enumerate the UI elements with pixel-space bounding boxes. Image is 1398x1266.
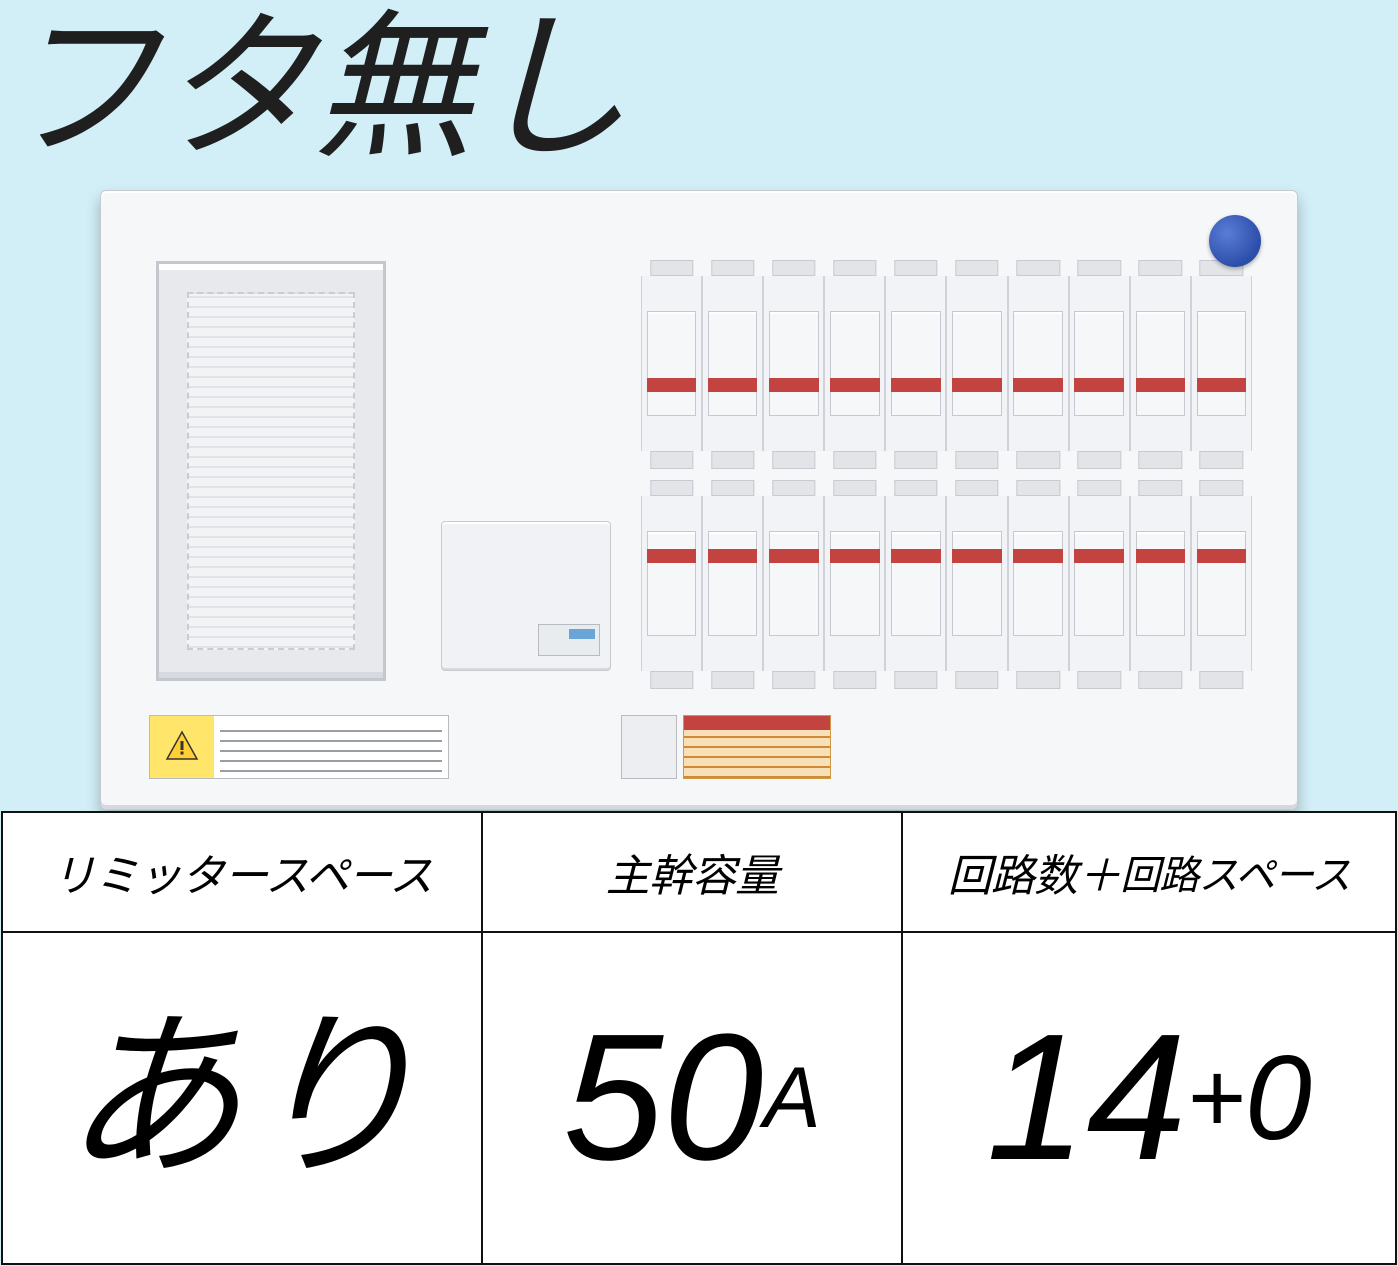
breaker <box>946 496 1007 671</box>
warning-label-left <box>149 715 449 779</box>
spec-value-circuits-plus: + <box>1187 1048 1245 1148</box>
limiter-space-slot <box>156 261 386 681</box>
spec-header-circuits-num: 回路数 <box>948 840 1077 904</box>
spec-value-circuits-extra: 0 <box>1245 1038 1312 1158</box>
card-title: フタ無し <box>0 8 627 168</box>
spec-header-circuits-plus: ＋ <box>1077 840 1120 904</box>
breaker-row-top <box>641 276 1252 451</box>
main-breaker <box>441 521 611 671</box>
spec-value-main-capacity-number: 50 <box>563 1008 763 1188</box>
breaker <box>1008 496 1069 671</box>
breaker <box>763 276 824 451</box>
brand-badge-icon <box>1209 215 1261 267</box>
breaker <box>1069 276 1130 451</box>
breaker <box>946 276 1007 451</box>
breaker <box>763 496 824 671</box>
spec-value-limiter-space: あり <box>1 931 483 1265</box>
main-breaker-label <box>538 624 600 656</box>
breaker <box>885 276 946 451</box>
spec-header-limiter-space: リミッタースペース <box>1 811 483 933</box>
spec-table: リミッタースペース 主幹容量 回路数＋回路スペース あり 50A 14+0 <box>2 812 1396 1264</box>
breaker <box>1008 276 1069 451</box>
spec-header-circuits: 回路数＋回路スペース <box>901 811 1397 933</box>
breaker <box>824 496 885 671</box>
breaker <box>1130 276 1191 451</box>
breaker <box>824 276 885 451</box>
spec-value-main-capacity-unit: A <box>763 1055 820 1141</box>
breaker <box>702 496 763 671</box>
distribution-panel <box>100 190 1298 810</box>
product-image <box>100 190 1298 810</box>
spec-header-main-capacity: 主幹容量 <box>481 811 903 933</box>
warning-triangle-icon <box>150 716 214 778</box>
warning-label-center <box>621 715 831 779</box>
spec-value-main-capacity: 50A <box>481 931 903 1265</box>
breaker <box>1130 496 1191 671</box>
breaker <box>641 276 702 451</box>
breaker <box>1191 276 1252 451</box>
spec-value-circuits: 14+0 <box>901 931 1397 1265</box>
warning-red-label <box>683 715 831 779</box>
breaker <box>702 276 763 451</box>
breaker <box>885 496 946 671</box>
breaker <box>641 496 702 671</box>
product-card: フタ無し <box>0 0 1398 1266</box>
breaker <box>1191 496 1252 671</box>
spec-header-circuits-space: 回路スペース <box>1120 843 1350 901</box>
spec-value-circuits-number: 14 <box>986 1008 1186 1188</box>
limiter-slot-inner <box>187 292 355 650</box>
breaker-row-bottom <box>641 496 1252 671</box>
breaker <box>1069 496 1130 671</box>
warning-box-icon <box>621 715 677 779</box>
warning-text-lines <box>220 722 442 772</box>
